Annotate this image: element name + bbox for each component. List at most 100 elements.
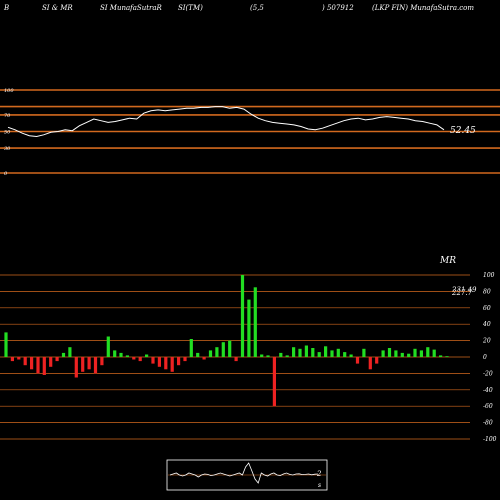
mrsi-bar bbox=[407, 353, 411, 357]
mrsi-bar bbox=[336, 348, 340, 357]
mrsi-bar bbox=[215, 347, 219, 357]
mrsi-bar bbox=[30, 357, 34, 370]
mrsi-bar bbox=[285, 355, 289, 357]
mrsi-bar bbox=[49, 357, 53, 367]
rsi-line bbox=[7, 106, 445, 138]
mrsi-bar bbox=[228, 340, 232, 357]
mrsi-bar bbox=[349, 354, 353, 357]
mrsi-bars bbox=[4, 275, 449, 407]
mrsi-title: MR bbox=[439, 256, 456, 266]
mrsi-tick-label: -40 bbox=[483, 387, 493, 394]
rsi-tick-label: 30 bbox=[4, 146, 11, 152]
mrsi-bar bbox=[400, 352, 404, 357]
mrsi-tick-label: 40 bbox=[482, 321, 491, 328]
mrsi-bar bbox=[55, 357, 59, 362]
mini-chart-bottom-label: s bbox=[318, 482, 321, 489]
mrsi-bar bbox=[170, 357, 174, 372]
rsi-bands bbox=[0, 89, 500, 174]
mrsi-bar bbox=[317, 352, 321, 357]
mrsi-bar bbox=[189, 339, 193, 357]
mrsi-bar bbox=[221, 342, 225, 357]
mrsi-tick-label: -100 bbox=[483, 436, 497, 443]
mrsi-tick-label: 80 bbox=[483, 288, 491, 295]
mrsi-bar bbox=[394, 350, 398, 357]
rsi-tick-label: 100 bbox=[4, 88, 14, 94]
mrsi-tick-label: -80 bbox=[483, 420, 493, 427]
mrsi-bar bbox=[138, 357, 142, 362]
mrsi-bar bbox=[145, 354, 149, 357]
mini-chart-line bbox=[169, 462, 319, 484]
rsi-tick-label: 70 bbox=[4, 113, 11, 119]
mrsi-bar bbox=[74, 357, 78, 378]
mrsi-bar bbox=[177, 357, 181, 366]
mrsi-bar bbox=[164, 357, 168, 370]
mrsi-bar bbox=[375, 357, 379, 364]
mrsi-bar bbox=[419, 350, 423, 357]
mini-chart-frame bbox=[166, 459, 328, 491]
mrsi-bar bbox=[368, 357, 372, 370]
mrsi-bar bbox=[151, 357, 155, 364]
rsi-ticks: 100 70 50 30 0 bbox=[4, 88, 14, 177]
mrsi-bar bbox=[100, 357, 104, 366]
mrsi-bar bbox=[260, 354, 264, 357]
mrsi-bar bbox=[132, 357, 136, 360]
mrsi-bar bbox=[234, 357, 238, 362]
rsi-tick-label: 0 bbox=[4, 171, 8, 177]
header-code: ) 507912 bbox=[322, 4, 354, 12]
mrsi-overlay-label-1: 231.49 bbox=[451, 286, 477, 294]
mrsi-bar bbox=[208, 350, 213, 357]
mrsi-bar bbox=[4, 332, 8, 357]
mrsi-grid: 100 80 60 40 20 0 -20 -40 -60 -80 -100 bbox=[0, 272, 497, 443]
header-company: (LKP FIN) MunafaSutra.com bbox=[372, 4, 475, 12]
mrsi-bar bbox=[343, 352, 347, 357]
mrsi-bar bbox=[298, 348, 302, 357]
mrsi-bar bbox=[247, 299, 251, 357]
mrsi-bar bbox=[304, 345, 308, 357]
mrsi-bar bbox=[36, 357, 40, 374]
mrsi-bar bbox=[93, 357, 98, 374]
mrsi-bar bbox=[106, 336, 110, 357]
mrsi-overlay-label-2: 227.7 bbox=[451, 289, 473, 297]
mrsi-bar bbox=[87, 357, 91, 370]
mrsi-tick-label: 0 bbox=[483, 354, 487, 361]
mrsi-bar bbox=[362, 348, 366, 357]
mrsi-bar bbox=[157, 357, 161, 367]
mrsi-bar bbox=[68, 347, 72, 357]
mrsi-tick-label: -20 bbox=[483, 370, 493, 377]
mrsi-bar bbox=[279, 352, 283, 357]
mrsi-bar bbox=[311, 348, 315, 357]
mrsi-bar bbox=[253, 287, 257, 357]
mrsi-bar bbox=[292, 347, 296, 357]
mini-chart-label: 2 bbox=[316, 470, 322, 478]
mrsi-bar bbox=[324, 346, 328, 357]
mrsi-bar bbox=[61, 352, 66, 357]
mrsi-bar bbox=[17, 357, 21, 360]
header-indicator: SI & MR bbox=[42, 4, 73, 12]
mrsi-bar bbox=[432, 349, 436, 357]
header-ticker: B bbox=[4, 4, 10, 12]
rsi-tick-label: 50 bbox=[4, 130, 11, 136]
mrsi-bar bbox=[23, 357, 27, 366]
mrsi-tick-label: 20 bbox=[482, 338, 491, 345]
rsi-last-value: 52.45 bbox=[450, 126, 476, 136]
mrsi-bar bbox=[196, 352, 200, 357]
header-site-name: SI MunafaSutraR bbox=[100, 4, 162, 12]
mrsi-bar bbox=[183, 357, 187, 362]
mrsi-bar bbox=[439, 355, 443, 357]
mrsi-tick-label: 100 bbox=[483, 272, 495, 279]
header-params: (5,5 bbox=[250, 4, 264, 12]
mrsi-bar bbox=[330, 350, 334, 357]
mrsi-bar bbox=[42, 357, 46, 375]
mrsi-bar bbox=[125, 355, 129, 357]
mrsi-bar bbox=[266, 355, 270, 357]
mrsi-bar bbox=[387, 348, 392, 357]
mrsi-bar bbox=[413, 348, 417, 357]
mrsi-bar bbox=[272, 357, 276, 407]
mrsi-bar bbox=[355, 357, 360, 364]
mrsi-tick-label: 60 bbox=[483, 305, 491, 312]
mrsi-bar bbox=[119, 352, 123, 357]
mrsi-bar bbox=[202, 357, 206, 360]
mrsi-bar bbox=[113, 350, 117, 357]
mrsi-bar bbox=[426, 347, 430, 357]
